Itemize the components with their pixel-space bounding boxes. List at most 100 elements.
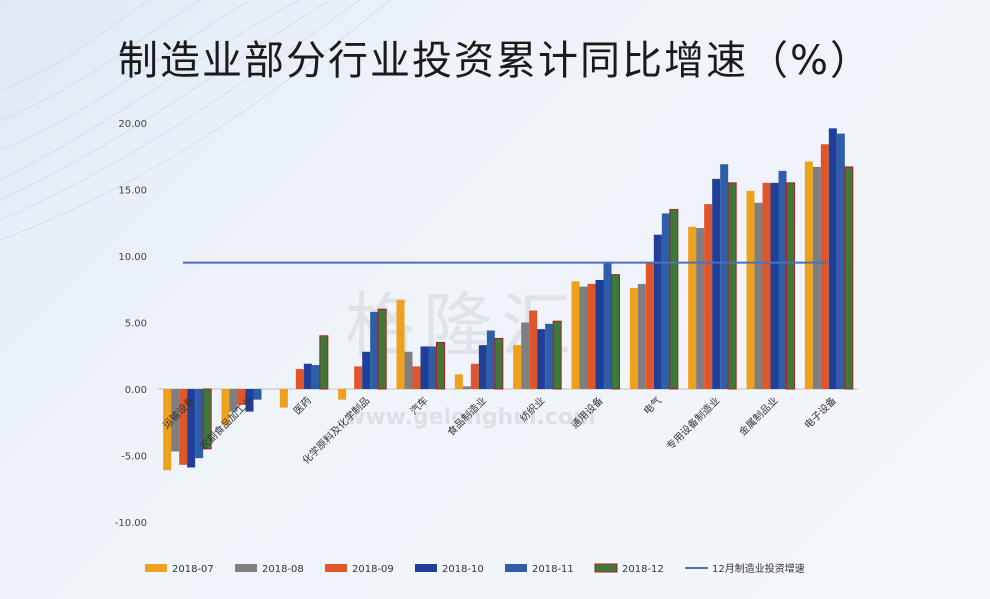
legend-label: 2018-11 <box>532 564 574 575</box>
bar-2018-12 <box>202 388 212 450</box>
bar-2018-07 <box>163 389 172 471</box>
bar-2018-07 <box>571 281 580 389</box>
bar-2018-12 <box>611 274 620 390</box>
bar-2018-10 <box>770 182 779 389</box>
bar-2018-07 <box>746 190 755 389</box>
bar-2018-10 <box>537 329 546 389</box>
bar-2018-11 <box>836 133 845 389</box>
bar-2018-08 <box>171 389 180 452</box>
bar-2018-09 <box>295 369 304 389</box>
bar-2018-09 <box>587 283 596 389</box>
bar-2018-08 <box>404 351 413 389</box>
bar-2018-11 <box>428 346 437 389</box>
bar-2018-12 <box>844 166 854 390</box>
bar-2018-09 <box>179 389 188 465</box>
bar-2018-10 <box>828 128 837 389</box>
category-label: 金属制品业 <box>736 394 781 439</box>
bar-2018-11 <box>195 389 204 459</box>
bar-2018-08 <box>462 386 471 389</box>
bar-2018-11 <box>603 262 612 389</box>
bar-2018-07 <box>804 161 813 389</box>
bar-2018-09 <box>237 389 246 405</box>
bar-2018-08 <box>754 202 763 389</box>
bar-2018-12 <box>786 182 795 390</box>
category-label: 电气 <box>641 394 664 417</box>
bar-2018-11 <box>370 311 379 389</box>
bar-2018-09 <box>762 182 771 389</box>
legend-label: 2018-07 <box>172 564 214 575</box>
bar-2018-08 <box>696 228 705 389</box>
bar-2018-08 <box>579 286 588 389</box>
bar-2018-08 <box>637 283 646 389</box>
bar-2018-09 <box>412 366 421 389</box>
bar-2018-07 <box>338 389 347 400</box>
bar-2018-07 <box>396 299 405 389</box>
legend-label: 2018-09 <box>352 564 394 575</box>
y-tick-label: 10.00 <box>118 252 147 263</box>
bar-2018-07 <box>221 389 230 425</box>
category-label: 通用设备 <box>568 394 605 431</box>
bar-2018-11 <box>778 170 787 389</box>
bar-2018-07 <box>279 389 288 408</box>
bar-2018-12 <box>494 337 504 390</box>
y-tick-label: 15.00 <box>118 186 147 197</box>
bar-2018-12 <box>669 208 679 390</box>
bar-2018-12 <box>727 182 737 390</box>
category-label: 专用设备制造业 <box>664 394 723 453</box>
bar-2018-10 <box>362 351 371 389</box>
bar-2018-11 <box>720 164 729 389</box>
bar-2018-09 <box>470 363 479 389</box>
legend-label: 2018-12 <box>622 564 664 575</box>
legend-swatch <box>235 564 257 572</box>
bar-2018-10 <box>478 345 487 389</box>
bar-2018-11 <box>661 213 670 389</box>
category-label: 电子设备 <box>801 394 838 431</box>
bar-2018-09 <box>529 310 538 389</box>
category-label: 食品制造业 <box>444 394 489 439</box>
bar-2018-11 <box>545 323 554 389</box>
bar-2018-07 <box>688 226 697 389</box>
bar-2018-08 <box>521 322 530 389</box>
bar-2018-11 <box>486 330 495 389</box>
bar-2018-07 <box>629 287 638 389</box>
bar-2018-10 <box>303 363 312 389</box>
category-label: 医药 <box>291 395 314 418</box>
legend-label: 12月制造业投资增速 <box>712 562 805 575</box>
bar-2018-10 <box>595 279 604 389</box>
bar-2018-12 <box>436 341 445 390</box>
y-tick-label: -10.00 <box>115 518 147 529</box>
legend-label: 2018-10 <box>442 564 484 575</box>
legend-swatch <box>145 564 167 572</box>
bar-2018-12 <box>377 308 387 390</box>
y-tick-label: -5.00 <box>121 452 147 463</box>
bar-2018-09 <box>645 262 654 389</box>
bar-2018-07 <box>513 345 522 389</box>
bar-2018-11 <box>253 389 262 400</box>
bar-2018-11 <box>311 365 320 389</box>
legend-label: 2018-08 <box>262 564 304 575</box>
watermark-url: www.gelonghui.com <box>345 405 596 430</box>
bar-2018-09 <box>704 204 713 389</box>
chart-title: 制造业部分行业投资累计同比增速（%） <box>117 38 872 84</box>
legend-swatch <box>415 564 437 572</box>
bar-2018-10 <box>245 389 254 412</box>
bar-2018-09 <box>354 366 363 389</box>
bar-2018-09 <box>820 144 829 389</box>
bar-2018-08 <box>229 389 238 412</box>
bar-2018-08 <box>812 166 821 389</box>
bar-2018-07 <box>454 374 463 389</box>
category-label: 纺织业 <box>517 394 547 424</box>
legend-swatch <box>505 564 527 572</box>
y-tick-label: 0.00 <box>125 385 147 396</box>
legend-swatch <box>325 564 347 572</box>
bar-2018-10 <box>653 234 662 389</box>
category-label: 汽车 <box>407 394 430 417</box>
bar-2018-10 <box>187 389 196 468</box>
y-tick-label: 5.00 <box>125 319 147 330</box>
legend-swatch <box>594 563 618 573</box>
bar-2018-12 <box>552 320 562 390</box>
y-tick-label: 20.00 <box>118 119 147 130</box>
bar-2018-10 <box>420 346 429 389</box>
bar-2018-10 <box>712 178 721 389</box>
